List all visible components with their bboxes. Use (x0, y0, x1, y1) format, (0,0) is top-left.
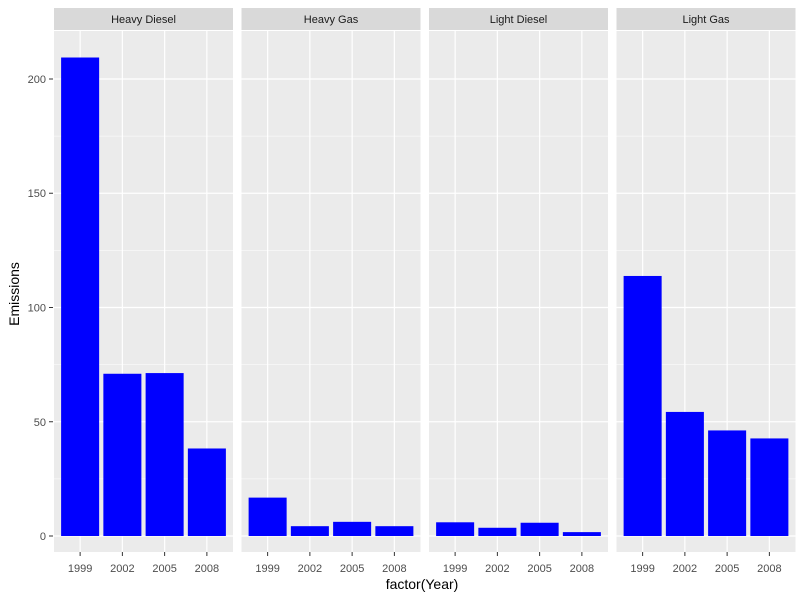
bar (61, 57, 100, 537)
x-tick-label: 1999 (255, 563, 279, 575)
x-tick-label: 2008 (757, 563, 781, 575)
facet-panels: Heavy Diesel 1999 2002 2005 2008 Heavy Gas 199… (54, 8, 796, 575)
bar (436, 522, 475, 537)
y-axis: 0 50 100 150 200 (28, 74, 53, 543)
bar (562, 532, 601, 537)
bar (623, 275, 662, 537)
y-tick-label: 50 (34, 417, 46, 429)
x-axis-title: factor(Year) (386, 576, 459, 592)
y-tick-label: 200 (28, 74, 46, 86)
bar (665, 411, 704, 537)
facet-strip (54, 8, 233, 30)
x-tick-label: 2002 (485, 563, 509, 575)
x-tick-label: 1999 (443, 563, 467, 575)
facet-strip-label: Heavy Diesel (111, 14, 176, 26)
panel-background (429, 31, 608, 552)
y-tick-label: 150 (28, 188, 46, 200)
y-tick-label: 100 (28, 302, 46, 314)
facet-panel: Heavy Diesel 1999 2002 2005 2008 (54, 8, 233, 575)
facet-panel: Heavy Gas 1999 2002 2005 2008 (241, 8, 421, 575)
x-tick-label: 2005 (715, 563, 739, 575)
facet-strip (241, 8, 421, 30)
facet-strip-label: Light Gas (682, 14, 730, 26)
bar (478, 527, 517, 537)
bar (187, 448, 226, 537)
x-tick-label: 2005 (527, 563, 551, 575)
facet-strip-label: Heavy Gas (304, 14, 359, 26)
bar (333, 521, 372, 537)
x-tick-label: 1999 (630, 563, 654, 575)
bar (520, 522, 559, 537)
x-tick-label: 2008 (570, 563, 594, 575)
x-tick-label: 2002 (673, 563, 697, 575)
facet-strip (616, 8, 796, 30)
x-tick-label: 2008 (382, 563, 406, 575)
x-tick-label: 2005 (152, 563, 176, 575)
y-axis-title: Emissions (6, 262, 22, 326)
x-tick-label: 2008 (195, 563, 219, 575)
facet-strip-label: Light Diesel (490, 14, 547, 26)
bar (375, 526, 414, 537)
y-tick-label: 0 (40, 531, 46, 543)
facet-panel: Light Gas 1999 2002 2005 2008 (616, 8, 796, 575)
facet-strip (429, 8, 608, 30)
x-tick-label: 2002 (298, 563, 322, 575)
x-tick-label: 2002 (110, 563, 134, 575)
bar (145, 373, 184, 537)
bar (708, 430, 747, 537)
bar (750, 438, 789, 537)
x-tick-label: 1999 (68, 563, 92, 575)
bar (248, 497, 287, 537)
x-tick-label: 2005 (340, 563, 364, 575)
bar (103, 373, 142, 537)
facet-panel: Light Diesel 1999 2002 2005 2008 (429, 8, 608, 575)
bar (290, 526, 329, 537)
panel-background (241, 31, 421, 552)
